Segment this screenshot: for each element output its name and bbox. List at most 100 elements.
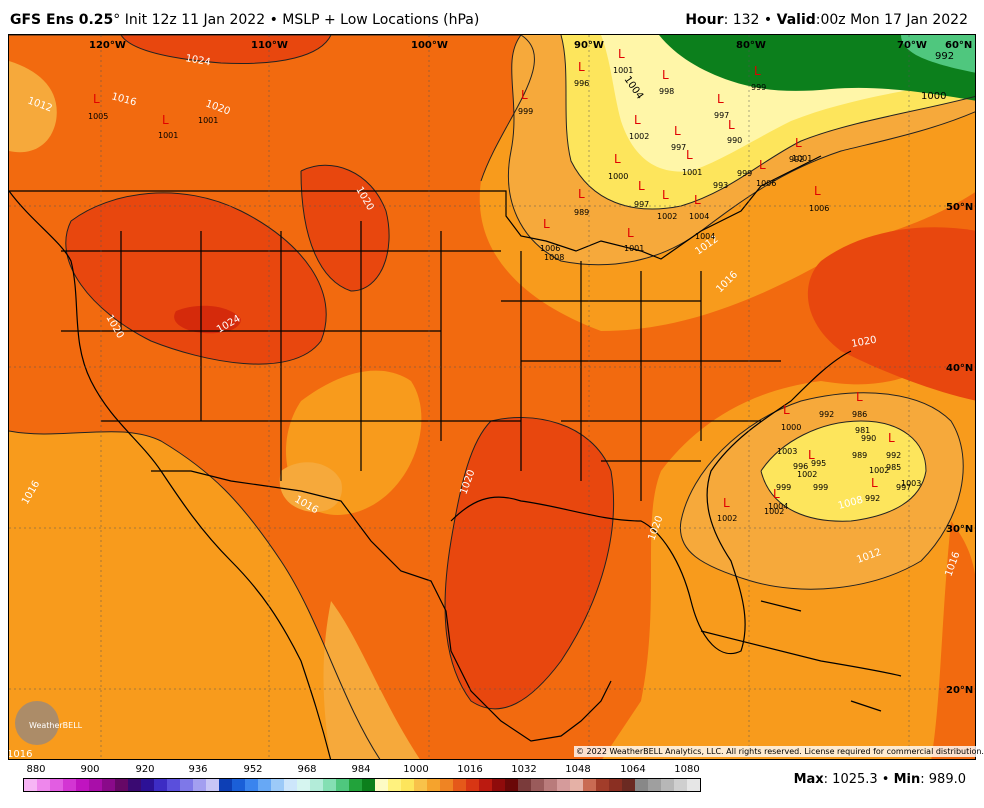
svg-text:L: L <box>634 113 641 127</box>
scale-swatch <box>492 779 505 791</box>
svg-text:1006: 1006 <box>756 179 776 188</box>
pressure-field-1020-west <box>65 192 327 365</box>
hour-value: : 132 <box>723 12 760 28</box>
svg-text:L: L <box>723 496 730 510</box>
svg-text:1001: 1001 <box>624 244 644 253</box>
scale-label: 984 <box>351 764 371 775</box>
svg-text:L: L <box>717 92 724 106</box>
svg-text:1001: 1001 <box>682 168 702 177</box>
scale-swatch <box>388 779 401 791</box>
hour-label: Hour <box>685 12 724 28</box>
scale-swatch <box>648 779 661 791</box>
longitude-label: 70°W <box>897 40 927 51</box>
svg-text:1002: 1002 <box>657 212 677 221</box>
isobar-label: 1000 <box>921 91 946 102</box>
svg-text:1001: 1001 <box>792 154 812 163</box>
scale-swatch <box>24 779 37 791</box>
svg-text:L: L <box>578 187 585 201</box>
pressure-field-1020-texas <box>445 417 614 709</box>
scale-labels: 880 900 920 936 952 968 984 1000 1016 10… <box>0 764 984 778</box>
svg-text:L: L <box>759 158 766 172</box>
scale-label: 936 <box>188 764 208 775</box>
scale-label: 880 <box>26 764 46 775</box>
svg-text:989: 989 <box>852 451 867 460</box>
scale-swatch <box>596 779 609 791</box>
svg-text:L: L <box>856 390 863 404</box>
pressure-field-below-992 <box>901 35 975 73</box>
scale-label: 1016 <box>457 764 483 775</box>
svg-text:999: 999 <box>737 169 752 178</box>
scale-swatch <box>531 779 544 791</box>
scale-swatch <box>271 779 284 791</box>
scale-label: 952 <box>243 764 263 775</box>
scale-swatch <box>687 779 700 791</box>
field-stats: Max: 1025.3 • Min: 989.0 <box>794 772 966 787</box>
weatherbell-logo: WeatherBELL <box>15 701 83 745</box>
isobar-label: 1016 <box>9 749 32 760</box>
pressure-color-scale <box>23 778 701 792</box>
coordinate-labels: 120°W 110°W 100°W 90°W 80°W 70°W 60°N 50… <box>89 40 973 696</box>
latitude-label: 30°N <box>946 524 973 535</box>
scale-label: 1080 <box>674 764 700 775</box>
scale-swatch <box>375 779 388 791</box>
field-name: MSLP + Low Locations (hPa) <box>282 12 480 28</box>
min-value: : 989.0 <box>920 772 966 787</box>
isobar-label: 1024 <box>184 53 211 68</box>
scale-swatch <box>284 779 297 791</box>
scale-swatch <box>466 779 479 791</box>
scale-swatch <box>427 779 440 791</box>
svg-text:1002: 1002 <box>797 470 817 479</box>
svg-text:996: 996 <box>793 462 808 471</box>
svg-text:1008: 1008 <box>544 253 564 262</box>
svg-text:997: 997 <box>896 483 911 492</box>
scale-swatch <box>583 779 596 791</box>
scale-swatch <box>570 779 583 791</box>
scale-swatch <box>115 779 128 791</box>
scale-swatch <box>401 779 414 791</box>
svg-text:1000: 1000 <box>781 423 801 432</box>
svg-text:996: 996 <box>574 79 589 88</box>
scale-swatch <box>349 779 362 791</box>
map-canvas: 120°W 110°W 100°W 90°W 80°W 70°W 60°N 50… <box>9 35 975 760</box>
isobar-label: 992 <box>935 51 954 62</box>
scale-swatch <box>128 779 141 791</box>
scale-swatch <box>479 779 492 791</box>
header-validity: Hour: 132 • Valid:00z Mon 17 Jan 2022 <box>685 12 968 28</box>
scale-swatch <box>154 779 167 791</box>
scale-swatch <box>336 779 349 791</box>
svg-text:L: L <box>783 403 790 417</box>
scale-swatch <box>518 779 531 791</box>
copyright-notice: © 2022 WeatherBELL Analytics, LLC. All r… <box>574 746 984 757</box>
svg-text:L: L <box>754 64 761 78</box>
svg-text:L: L <box>773 487 780 501</box>
title-separator: • <box>265 12 283 28</box>
svg-text:L: L <box>662 188 669 202</box>
pressure-field-1024-center <box>174 305 241 334</box>
max-label: Max <box>793 772 824 787</box>
svg-text:1004: 1004 <box>695 232 715 241</box>
scale-swatch <box>505 779 518 791</box>
scale-swatch <box>622 779 635 791</box>
scale-swatch <box>414 779 427 791</box>
svg-text:990: 990 <box>727 136 742 145</box>
scale-label: 920 <box>135 764 155 775</box>
isobar-label: 1020 <box>851 335 878 350</box>
scale-swatch <box>297 779 310 791</box>
svg-text:L: L <box>871 476 878 490</box>
scale-label: 900 <box>80 764 100 775</box>
svg-text:WeatherBELL: WeatherBELL <box>29 721 83 730</box>
svg-text:L: L <box>814 184 821 198</box>
scale-swatch <box>609 779 622 791</box>
svg-text:1003: 1003 <box>777 447 797 456</box>
svg-text:1001: 1001 <box>613 66 633 75</box>
svg-text:997: 997 <box>634 200 649 209</box>
stats-separator: • <box>877 772 894 787</box>
pressure-field-below-1000 <box>659 35 975 101</box>
scale-swatch <box>440 779 453 791</box>
svg-text:1006: 1006 <box>540 244 560 253</box>
scale-swatch <box>245 779 258 791</box>
svg-text:981: 981 <box>855 426 870 435</box>
svg-text:L: L <box>543 217 550 231</box>
svg-text:L: L <box>638 179 645 193</box>
pressure-field-east-atlantic <box>931 521 975 759</box>
